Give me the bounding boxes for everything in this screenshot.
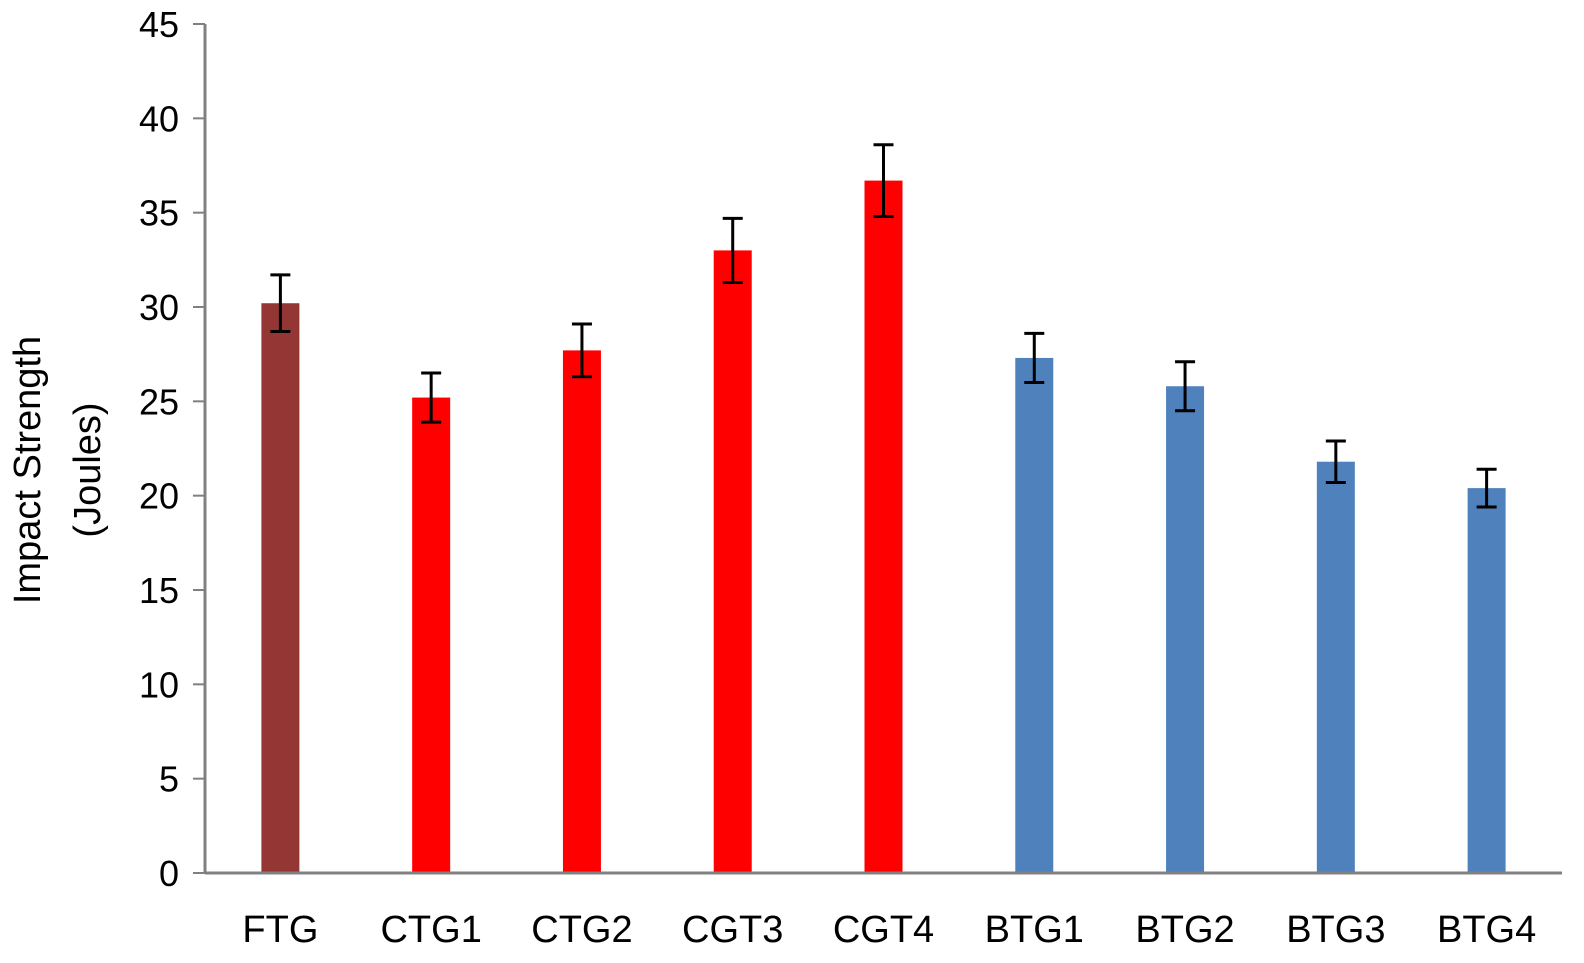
error-bars bbox=[270, 143, 1497, 509]
x-tick-label: BTG1 bbox=[985, 909, 1084, 951]
x-tick-label: BTG3 bbox=[1286, 909, 1385, 951]
x-tick-label: CTG2 bbox=[531, 909, 632, 951]
y-tick-label: 15 bbox=[139, 570, 179, 611]
x-tick-label: BTG2 bbox=[1135, 909, 1234, 951]
error-bar-ctg1 bbox=[421, 371, 442, 424]
error-bar-btg1 bbox=[1024, 331, 1045, 384]
error-bar-ctg2 bbox=[571, 322, 592, 379]
x-tick-label: CGT3 bbox=[682, 909, 783, 951]
axes bbox=[203, 24, 1562, 875]
y-tick-label: 0 bbox=[159, 853, 179, 894]
x-tick-label: CGT4 bbox=[833, 909, 934, 951]
x-axis-labels: FTG CTG1 CTG2 CGT3 CGT4 BTG1 BTG2 BTG3 BTG4 bbox=[242, 909, 1536, 951]
error-bar-cgt3 bbox=[722, 216, 743, 284]
y-tick-label: 30 bbox=[139, 287, 179, 328]
y-axis-title-line1: Impact Strength bbox=[7, 336, 49, 604]
x-tick-label: FTG bbox=[242, 909, 318, 951]
y-axis-ticks: 0 5 10 15 20 25 30 35 40 45 bbox=[139, 4, 205, 894]
bar-btg2 bbox=[1166, 386, 1205, 873]
y-tick-label: 10 bbox=[139, 664, 179, 705]
y-axis-title-line2: (Joules) bbox=[67, 402, 109, 537]
y-tick-label: 25 bbox=[139, 381, 179, 422]
error-bar-cgt4 bbox=[873, 143, 894, 218]
error-bar-ftg bbox=[270, 273, 291, 334]
bar-ctg1 bbox=[412, 397, 451, 873]
y-tick-label: 5 bbox=[159, 759, 179, 800]
bar-btg1 bbox=[1015, 357, 1054, 873]
x-tick-label: CTG1 bbox=[380, 909, 481, 951]
error-bar-btg3 bbox=[1325, 439, 1346, 484]
y-tick-label: 40 bbox=[139, 98, 179, 139]
error-bar-btg4 bbox=[1476, 467, 1497, 509]
y-axis-title: Impact Strength (Joules) bbox=[7, 336, 109, 604]
bar-btg3 bbox=[1316, 461, 1355, 873]
bar-cgt3 bbox=[713, 250, 752, 873]
error-bar-btg2 bbox=[1175, 360, 1196, 413]
bar-ctg2 bbox=[562, 350, 601, 874]
y-tick-label: 45 bbox=[139, 4, 179, 45]
x-tick-label: BTG4 bbox=[1437, 909, 1536, 951]
bars bbox=[261, 180, 1506, 874]
bar-btg4 bbox=[1467, 488, 1506, 873]
y-tick-label: 20 bbox=[139, 476, 179, 517]
y-tick-label: 35 bbox=[139, 193, 179, 234]
bar-cgt4 bbox=[864, 180, 903, 874]
bar-ftg bbox=[261, 303, 300, 873]
